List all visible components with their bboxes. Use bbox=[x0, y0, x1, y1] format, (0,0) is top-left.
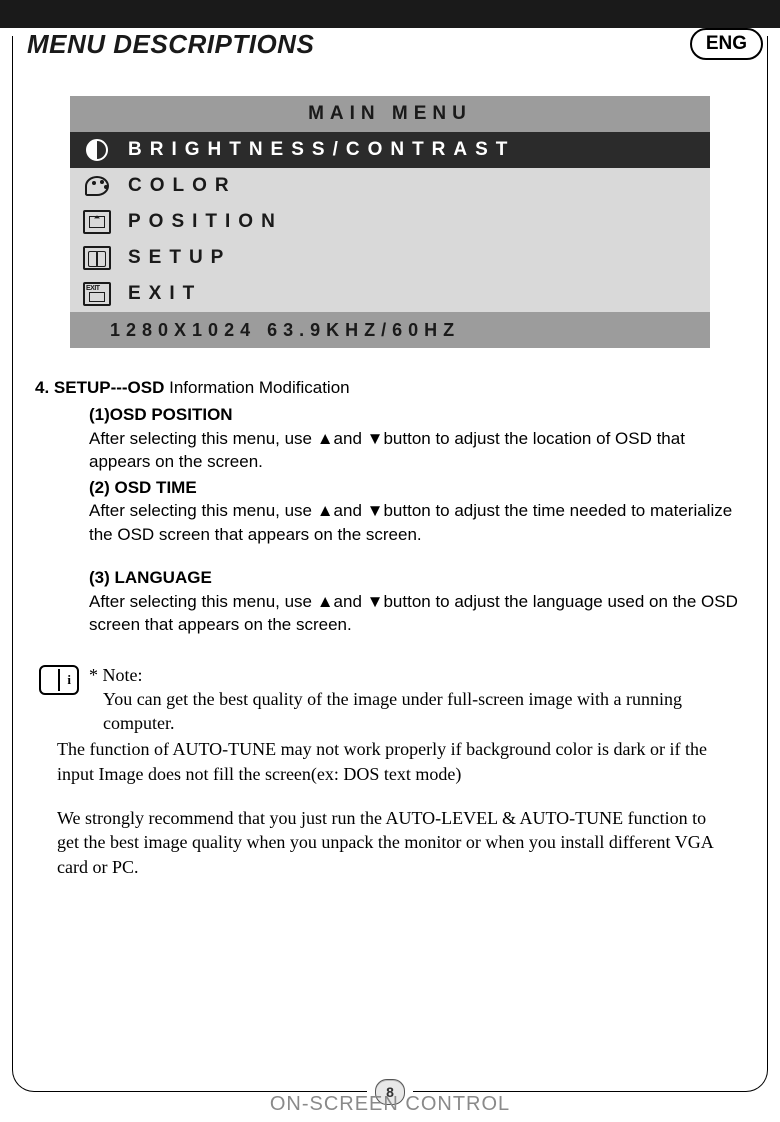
page-frame: MENU DESCRIPTIONS ENG MAIN MENU BRIGHTNE… bbox=[12, 36, 768, 1092]
sub-block-osd-position: (1)OSD POSITION After selecting this men… bbox=[35, 403, 745, 636]
sub-title: (2) OSD TIME bbox=[89, 476, 745, 499]
osd-item-color[interactable]: COLOR bbox=[70, 168, 710, 204]
osd-menu: MAIN MENU BRIGHTNESS/CONTRAST COLOR POSI… bbox=[70, 96, 710, 348]
sub-text: After selecting this menu, use ▲and ▼but… bbox=[89, 590, 745, 637]
palette-icon bbox=[85, 176, 109, 196]
contrast-icon bbox=[86, 139, 108, 161]
osd-title: MAIN MENU bbox=[70, 96, 710, 132]
language-badge: ENG bbox=[690, 28, 763, 60]
section-heading-bold: 4. SETUP---OSD bbox=[35, 378, 164, 397]
setup-icon bbox=[83, 246, 111, 270]
note-para2: The function of AUTO-TUNE may not work p… bbox=[57, 737, 723, 786]
note-block: * Note: You can get the best quality of … bbox=[35, 663, 745, 736]
footer-section-title: ON-SCREEN CONTROL bbox=[270, 1093, 510, 1116]
section-heading: 4. SETUP---OSD Information Modification bbox=[35, 376, 745, 399]
header-row: MENU DESCRIPTIONS ENG bbox=[13, 28, 767, 60]
osd-item-label: POSITION bbox=[124, 204, 710, 240]
note-label: * Note: bbox=[89, 663, 745, 687]
osd-item-label: SETUP bbox=[124, 240, 710, 276]
note-line1: You can get the best quality of the imag… bbox=[89, 687, 745, 736]
note-para3: We strongly recommend that you just run … bbox=[57, 806, 723, 879]
page-title: MENU DESCRIPTIONS bbox=[27, 29, 314, 60]
osd-item-setup[interactable]: SETUP bbox=[70, 240, 710, 276]
osd-item-position[interactable]: POSITION bbox=[70, 204, 710, 240]
exit-icon bbox=[83, 282, 111, 306]
sub-title: (1)OSD POSITION bbox=[89, 403, 745, 426]
section-heading-rest: Information Modification bbox=[164, 378, 349, 397]
osd-status-line: 1280X1024 63.9KHZ/60HZ bbox=[70, 312, 710, 348]
osd-item-label: EXIT bbox=[124, 276, 710, 312]
body-text: 4. SETUP---OSD Information Modification … bbox=[13, 348, 767, 879]
position-icon bbox=[83, 210, 111, 234]
top-bar bbox=[0, 0, 780, 28]
sub-text: After selecting this menu, use ▲and ▼but… bbox=[89, 499, 745, 546]
osd-item-label: COLOR bbox=[124, 168, 710, 204]
osd-item-exit[interactable]: EXIT bbox=[70, 276, 710, 312]
osd-item-brightness[interactable]: BRIGHTNESS/CONTRAST bbox=[70, 132, 710, 168]
book-info-icon bbox=[39, 665, 79, 695]
sub-title: (3) LANGUAGE bbox=[89, 566, 745, 589]
sub-text: After selecting this menu, use ▲and ▼but… bbox=[89, 427, 745, 474]
osd-item-label: BRIGHTNESS/CONTRAST bbox=[124, 132, 710, 168]
